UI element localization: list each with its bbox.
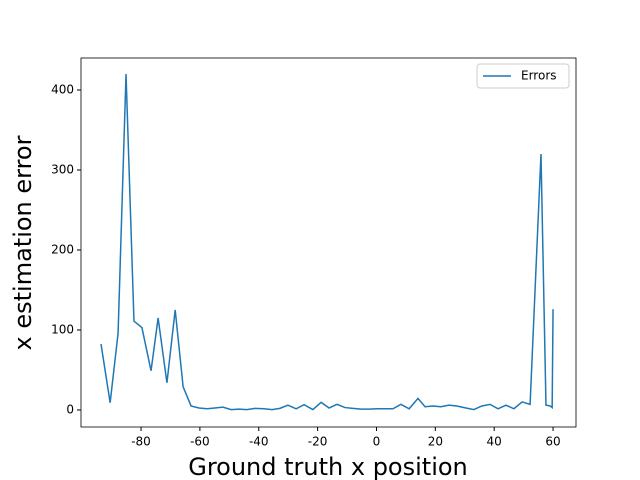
y-tick-label: 100 <box>51 322 74 336</box>
legend-box <box>476 63 570 89</box>
line <box>100 73 554 411</box>
x-tick-label: 60 <box>545 435 560 449</box>
y-tick-label: 300 <box>51 162 74 176</box>
y-tick-label: 400 <box>51 82 74 96</box>
x-tick-label: 20 <box>428 435 443 449</box>
y-tick-label: 200 <box>51 242 74 256</box>
x-axis-label: Ground truth x position <box>188 453 468 480</box>
x-tick-label: 0 <box>373 435 381 449</box>
x-tick-label: -80 <box>131 435 151 449</box>
x-tick-label: -20 <box>308 435 328 449</box>
y-axis-label: x estimation error <box>9 135 37 350</box>
x-tick-label: 40 <box>487 435 502 449</box>
x-tick-label: -40 <box>249 435 269 449</box>
plot-frame <box>80 57 577 428</box>
legend-label: Errors <box>521 69 557 83</box>
y-tick-label: 0 <box>66 402 74 416</box>
x-tick-label: -60 <box>190 435 210 449</box>
